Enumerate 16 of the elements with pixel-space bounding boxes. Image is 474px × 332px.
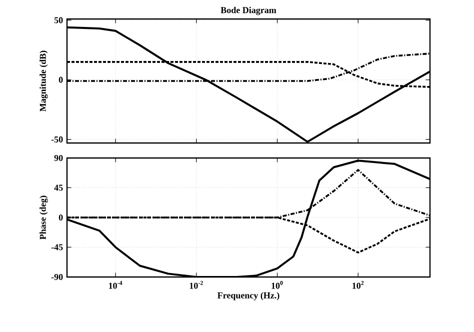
- x-tick-label: 10$^{2}$: [352, 280, 364, 289]
- chart-title: Bode Diagram: [220, 6, 276, 16]
- x-tick-label: 10$^{-2}$: [190, 280, 203, 289]
- y-tick-label: -50: [51, 136, 63, 142]
- y-tick-label: 0: [58, 214, 63, 221]
- y-tick-label: 45: [54, 184, 63, 191]
- y-axis-title: Magnitude (dB): [40, 50, 48, 112]
- x-tick-label: 10$^{-4}$: [109, 280, 122, 289]
- y-tick-label: -90: [51, 274, 63, 280]
- y-tick-label: 0: [58, 76, 63, 83]
- y-tick-label: 50: [54, 17, 63, 24]
- x-axis-title: Frequency (Hz.): [217, 292, 280, 300]
- y-tick-label: -45: [51, 244, 63, 250]
- x-tick-label: 10$^{0}$: [272, 280, 283, 289]
- y-axis-title: Phase (deg): [40, 196, 48, 240]
- y-tick-label: 90: [54, 154, 63, 162]
